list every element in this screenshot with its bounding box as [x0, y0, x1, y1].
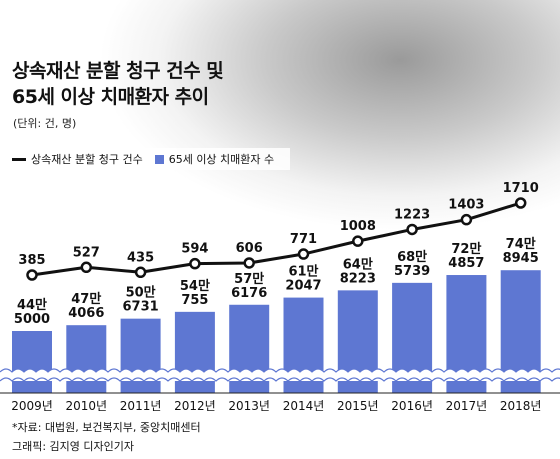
category-label-8: 2017년 [446, 399, 488, 413]
line-label-2: 435 [127, 250, 154, 265]
bar-label-bottom-9: 8945 [503, 251, 539, 266]
line-label-0: 385 [18, 253, 45, 268]
bar-label-bottom-3: 755 [181, 293, 208, 308]
unit-label: (단위: 건, 명) [13, 117, 77, 130]
chart-title: 상속재산 분할 청구 건수 및 65세 이상 치매환자 추이 [12, 58, 224, 110]
legend-bar-label: 65세 이상 치매환자 수 [168, 153, 275, 166]
line-label-1: 527 [73, 245, 100, 260]
line-point-1 [80, 261, 93, 274]
category-label-6: 2015년 [337, 399, 379, 413]
bar-label-bottom-0: 5000 [14, 312, 50, 327]
bar-0 [12, 331, 52, 393]
bar-label-top-5: 61만 [288, 264, 318, 280]
bar-label-top-9: 74만 [506, 236, 536, 252]
line-label-4: 606 [236, 241, 263, 256]
bar-label-top-4: 57만 [234, 271, 264, 287]
axis-break-wave-top [0, 368, 560, 373]
bar-1 [66, 325, 107, 393]
category-label-0: 2009년 [11, 399, 53, 413]
legend-line-swatch [12, 157, 26, 161]
bar-label-bottom-8: 4857 [448, 256, 484, 271]
legend-bar-swatch [154, 154, 164, 164]
legend: 상속재산 분할 청구 건수 65세 이상 치매환자 수 [10, 148, 291, 170]
bar-label-top-8: 72만 [451, 241, 481, 257]
category-label-1: 2010년 [66, 399, 108, 413]
line-label-8: 1403 [448, 198, 484, 213]
line-point-5 [297, 248, 310, 260]
legend-item-line: 상속재산 분할 청구 건수 [12, 151, 143, 167]
legend-item-bar: 65세 이상 치매환자 수 [154, 151, 275, 167]
bar-label-bottom-2: 6731 [123, 300, 159, 315]
line-label-7: 1223 [394, 207, 430, 222]
bar-label-bottom-1: 4066 [68, 306, 104, 321]
line-label-5: 771 [290, 232, 317, 247]
bar-label-top-6: 64만 [343, 256, 373, 272]
category-label-9: 2018년 [500, 399, 542, 413]
category-label-4: 2013년 [228, 399, 270, 413]
bar-label-top-2: 50만 [126, 285, 156, 301]
credit-note: 그래픽: 김지영 디자인기자 [12, 440, 135, 453]
line-point-2 [134, 266, 147, 279]
line-point-0 [26, 269, 38, 281]
category-label-2: 2011년 [120, 399, 162, 413]
line-point-3 [189, 257, 201, 270]
line-label-6: 1008 [340, 219, 376, 234]
title-line-1: 상속재산 분할 청구 건수 및 [12, 60, 224, 82]
bar-label-top-1: 47만 [71, 291, 101, 307]
line-point-6 [352, 235, 364, 247]
line-point-4 [243, 257, 255, 269]
category-label-7: 2016년 [391, 399, 433, 413]
title-line-2: 65세 이상 치매환자 추이 [12, 86, 209, 108]
bar-label-bottom-4: 6176 [231, 286, 267, 301]
bar-2 [120, 318, 161, 393]
bar-label-bottom-6: 8223 [340, 271, 376, 286]
category-label-5: 2014년 [283, 399, 325, 413]
line-point-8 [460, 213, 473, 226]
line-point-7 [406, 223, 418, 236]
line-label-9: 1710 [503, 181, 539, 196]
axis-break-wave-bottom [0, 377, 560, 382]
bar-label-top-7: 68만 [397, 249, 427, 265]
source-note: *자료: 대법원, 보건복지부, 중앙치매센터 [12, 421, 201, 434]
bar-label-top-3: 54만 [180, 278, 210, 294]
line-point-9 [514, 197, 527, 209]
bar-label-bottom-5: 2047 [285, 279, 321, 294]
bar-label-bottom-7: 5739 [394, 264, 430, 279]
bar-label-top-0: 44만 [17, 297, 47, 313]
category-label-3: 2012년 [174, 399, 216, 413]
line-series-path [31, 201, 522, 277]
legend-line-label: 상속재산 분할 청구 건수 [31, 153, 143, 166]
line-label-3: 594 [181, 242, 208, 257]
